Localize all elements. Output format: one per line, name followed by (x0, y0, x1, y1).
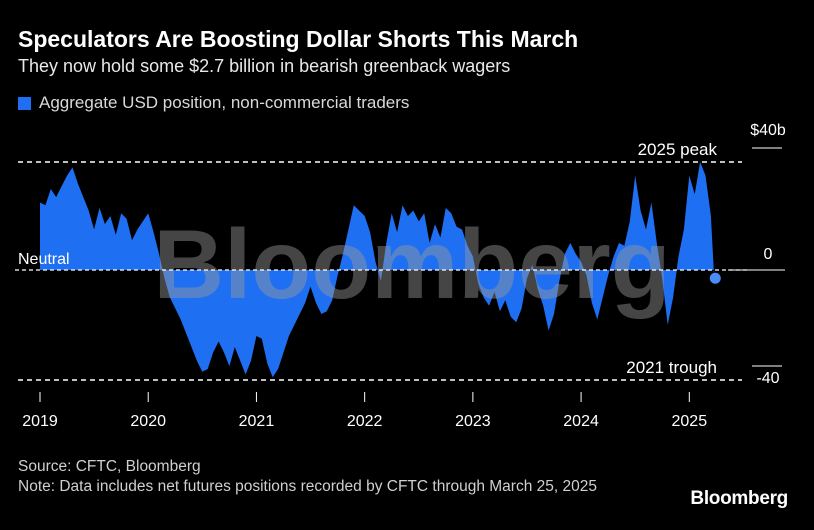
x-tick-label: 2023 (455, 413, 491, 430)
x-tick-label: 2022 (347, 413, 383, 430)
legend-swatch (18, 96, 31, 110)
chart-area: Bloomberg 2025 peak Neutral 2021 trough $4… (15, 122, 786, 430)
x-tick-label: 2021 (239, 413, 275, 430)
y-tick-label: $40b (750, 122, 786, 139)
y-tick-label: -40 (756, 370, 779, 387)
chart-title: Speculators Are Boosting Dollar Shorts T… (18, 26, 579, 52)
latest-point-marker (709, 272, 721, 284)
neutral-label: Neutral (18, 251, 70, 268)
x-tick-label: 2020 (130, 413, 166, 430)
legend: Aggregate USD position, non-commercial t… (18, 93, 409, 113)
x-tick-label: 2025 (672, 413, 708, 430)
peak-label: 2025 peak (638, 140, 718, 159)
x-tick-label: 2024 (563, 413, 599, 430)
data-note: Note: Data includes net futures position… (18, 478, 597, 495)
trough-label: 2021 trough (626, 358, 717, 377)
y-tick-label: 0 (764, 246, 773, 263)
source-note: Source: CFTC, Bloomberg (18, 458, 201, 475)
usd-position-area (40, 162, 715, 378)
chart-subtitle: They now hold some $2.7 billion in beari… (18, 56, 511, 76)
bloomberg-logo: Bloomberg (690, 488, 788, 509)
bloomberg-watermark: Bloomberg (153, 209, 670, 319)
legend-label: Aggregate USD position, non-commercial t… (39, 93, 410, 112)
x-tick-label: 2019 (22, 413, 58, 430)
